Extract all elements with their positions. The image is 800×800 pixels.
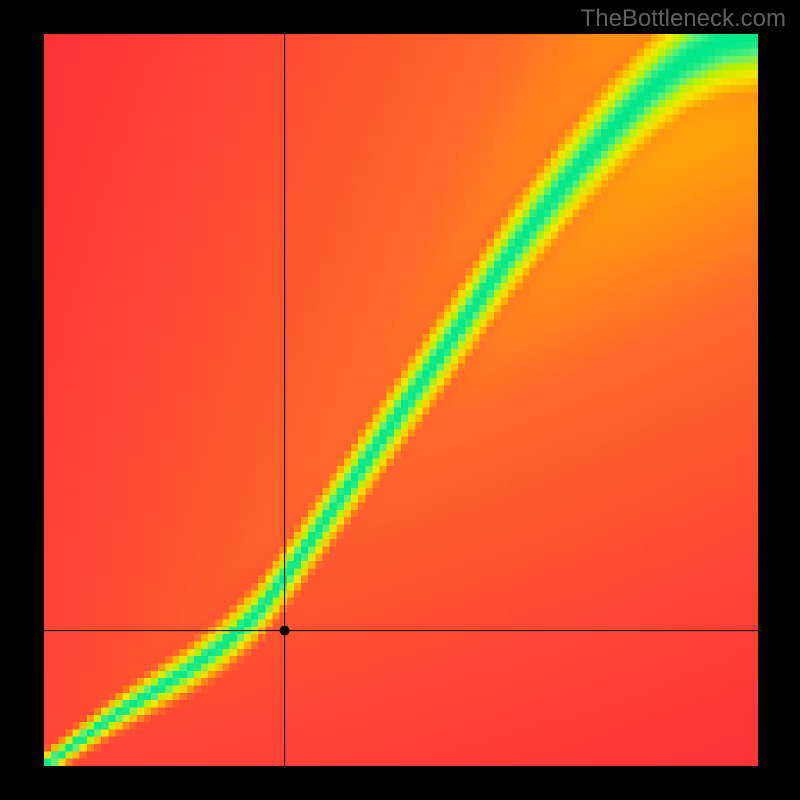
chart-container: TheBottleneck.com xyxy=(0,0,800,800)
bottleneck-heatmap xyxy=(44,34,758,766)
watermark-text: TheBottleneck.com xyxy=(581,5,786,33)
